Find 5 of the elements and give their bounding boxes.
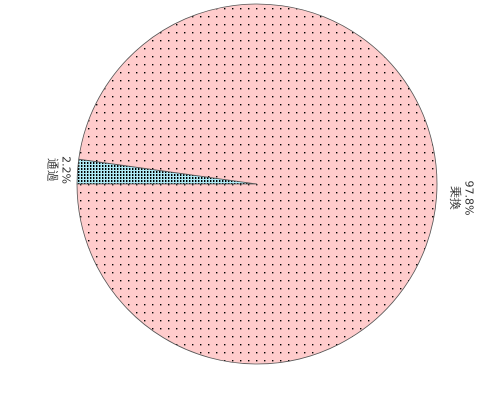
pie-slice [77,4,437,364]
slice-label: 乗換 [448,186,463,210]
slice-label: 通過 [45,158,60,182]
data-label: 97.8% [462,180,476,216]
data-label: 2.2% [59,156,72,184]
